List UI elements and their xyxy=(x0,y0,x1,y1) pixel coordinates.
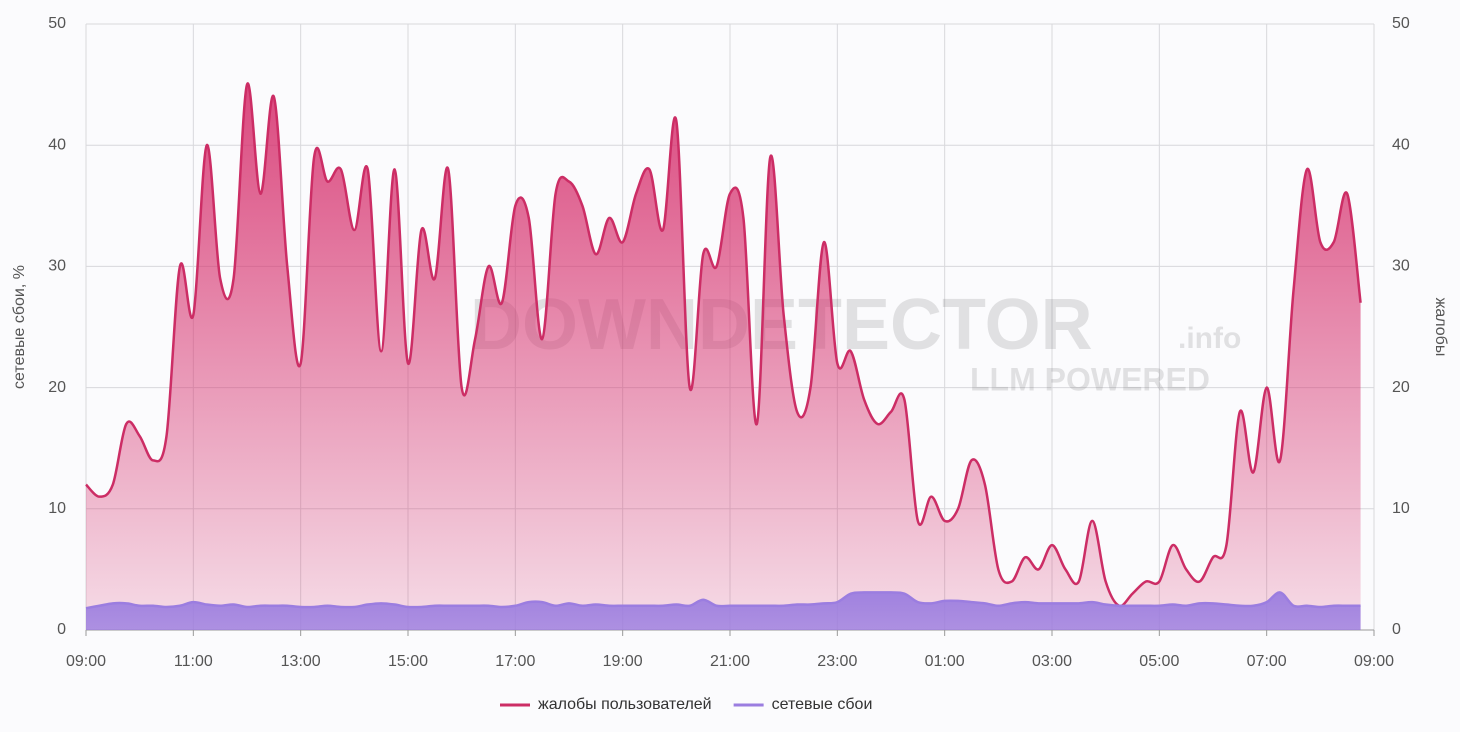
x-tick-label: 13:00 xyxy=(281,653,321,670)
x-tick-label: 05:00 xyxy=(1139,653,1179,670)
y-tick-label: 50 xyxy=(48,15,66,32)
y-tick-label: 10 xyxy=(48,500,66,517)
x-tick-label: 21:00 xyxy=(710,653,750,670)
x-tick-label: 23:00 xyxy=(817,653,857,670)
y2-tick-label: 20 xyxy=(1392,379,1410,396)
x-tick-label: 07:00 xyxy=(1247,653,1287,670)
legend-label: сетевые сбои xyxy=(772,696,873,713)
x-tick-label: 17:00 xyxy=(495,653,535,670)
legend-label: жалобы пользователей xyxy=(538,696,712,713)
x-tick-label: 11:00 xyxy=(174,653,213,670)
y2-tick-label: 0 xyxy=(1392,621,1401,638)
watermark-text: .info xyxy=(1178,322,1241,355)
y2-axis-title: жалобы xyxy=(1432,298,1449,357)
line xyxy=(85,591,1361,610)
x-tick-label: 19:00 xyxy=(603,653,643,670)
y2-tick-label: 40 xyxy=(1392,136,1410,153)
y-axis-title: сетевые сбои, % xyxy=(11,265,28,389)
x-tick-label: 15:00 xyxy=(388,653,428,670)
x-tick-label: 03:00 xyxy=(1032,653,1072,670)
y-tick-label: 20 xyxy=(48,379,66,396)
area xyxy=(86,83,1361,630)
x-tick-label: 09:00 xyxy=(66,653,106,670)
y-tick-label: 0 xyxy=(57,621,66,638)
area xyxy=(86,592,1361,630)
x-tick-label: 01:00 xyxy=(925,653,965,670)
y-tick-label: 40 xyxy=(48,136,66,153)
y-tick-label: 30 xyxy=(48,258,66,275)
watermark-text: LLM POWERED xyxy=(970,361,1210,397)
line xyxy=(85,82,1362,608)
y2-tick-label: 30 xyxy=(1392,258,1410,275)
y2-tick-label: 10 xyxy=(1392,500,1410,517)
x-tick-label: 09:00 xyxy=(1354,653,1394,670)
y2-tick-label: 50 xyxy=(1392,15,1410,32)
